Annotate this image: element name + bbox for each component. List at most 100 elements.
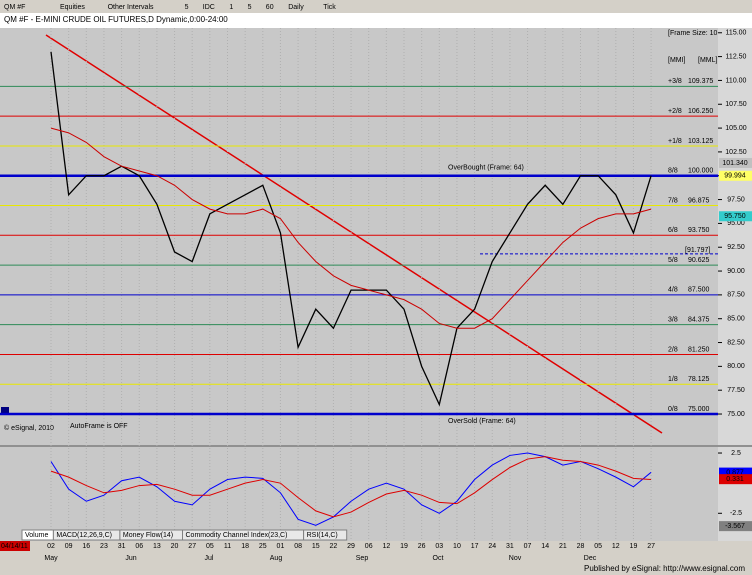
x-tick-label: 31 (118, 543, 126, 550)
date-axis (0, 541, 752, 563)
murrey-value: 96.875 (688, 197, 710, 204)
toolbar-button[interactable]: 60 (266, 4, 274, 11)
tab-label[interactable]: Commodity Channel Index(23,C) (186, 532, 288, 539)
y-tick-label: 112.50 (726, 53, 747, 60)
tab-label[interactable]: Money Flow(14) (123, 532, 173, 539)
murrey-value: 106.250 (688, 108, 713, 115)
indicator-tick-label: 2.5 (731, 450, 741, 457)
autoframe: AutoFrame is OFF (70, 423, 128, 430)
x-tick-label: 13 (153, 543, 161, 550)
murrey-level: 3/8 (668, 317, 678, 324)
frame-size: [Frame Size: 10 (668, 30, 718, 37)
month-label: Jul (205, 555, 214, 562)
marker-label: [91.797] (685, 247, 710, 254)
indicator-box-label: 0.331 (726, 476, 744, 483)
toolbar-button[interactable]: 5 (185, 4, 189, 11)
x-tick-label: 06 (135, 543, 143, 550)
month-label: Nov (509, 555, 522, 562)
tab-label[interactable]: Volume (25, 532, 48, 539)
x-tick-label: 20 (171, 543, 179, 550)
overbought: OverBought (Frame: 64) (448, 165, 524, 172)
x-tick-label: 19 (630, 543, 638, 550)
y-tick-label: 80.00 (727, 363, 745, 370)
y-tick-label: 95.00 (727, 220, 745, 227)
murrey-value: 75.000 (688, 406, 710, 413)
indicator-line (50, 456, 652, 518)
murrey-level: 2/8 (668, 346, 678, 353)
toolbar-symbol: QM #F (4, 4, 25, 11)
x-tick-label: 01 (277, 543, 285, 550)
month-label: Aug (270, 555, 283, 562)
x-tick-label: 15 (312, 543, 320, 550)
y-tick-label: 107.50 (725, 101, 747, 108)
murrey-level: 7/8 (668, 197, 678, 204)
toolbar-button[interactable]: Tick (323, 4, 336, 11)
moving-average (50, 127, 652, 329)
x-tick-label: 05 (206, 543, 214, 550)
x-tick-label: 14 (541, 543, 549, 550)
price-box-label: 99.994 (724, 173, 746, 180)
toolbar-button[interactable]: IDC (203, 4, 215, 11)
murrey-level: +1/8 (668, 138, 682, 145)
murrey-value: 84.375 (688, 317, 710, 324)
x-tick-label: 06 (365, 543, 373, 550)
mmi-label: [MMI] (668, 57, 686, 64)
x-tick-label: 07 (524, 543, 532, 550)
murrey-value: 81.250 (688, 346, 710, 353)
toolbar-button[interactable]: Equities (60, 4, 85, 11)
x-tick-label: 29 (347, 543, 355, 550)
mml-label: [MML] (698, 57, 718, 64)
x-tick-label: 28 (577, 543, 585, 550)
month-label: Jun (125, 555, 136, 562)
toolbar (0, 0, 752, 13)
y-tick-label: 82.50 (727, 339, 745, 346)
indicator-box-label: -3.567 (725, 523, 745, 530)
toolbar-button[interactable]: Other Intervals (108, 4, 154, 11)
x-tick-label: 03 (435, 543, 443, 550)
tab[interactable] (303, 529, 348, 541)
cursor-date-box (0, 541, 30, 551)
x-tick-label: 22 (330, 543, 338, 550)
y-tick-label: 75.00 (727, 411, 745, 418)
cursor-date: 04/14/11 (1, 543, 28, 550)
indicator-box-label: 0.877 (726, 469, 744, 476)
x-tick-label: 09 (65, 543, 73, 550)
toolbar-button[interactable]: Daily (288, 4, 304, 11)
x-tick-label: 21 (559, 543, 567, 550)
price-box (719, 157, 752, 168)
y-tick-label: 87.50 (727, 292, 745, 299)
murrey-value: 90.625 (688, 257, 710, 264)
tab-label[interactable]: MACD(12,26,9,C) (56, 532, 112, 539)
y-tick-label: 105.00 (725, 125, 747, 132)
y-tick-label: 85.00 (727, 316, 745, 323)
copyright: © eSignal, 2010 (4, 424, 54, 432)
y-tick-label: 102.50 (725, 149, 747, 156)
toolbar-button[interactable]: 1 (229, 4, 233, 11)
oversold: OverSold (Frame: 64) (448, 418, 516, 425)
tab-label[interactable]: RSI(14,C) (307, 532, 338, 539)
x-tick-label: 11 (224, 543, 231, 550)
murrey-level: 4/8 (668, 287, 678, 294)
murrey-level: 5/8 (668, 257, 678, 264)
y-tick-label: 115.00 (726, 30, 747, 37)
murrey-level: +3/8 (668, 78, 682, 85)
trend-line (45, 34, 663, 434)
price-box (719, 170, 752, 181)
price-box-label: 101.340 (722, 160, 747, 167)
x-tick-label: 27 (647, 543, 655, 550)
indicator-box (719, 474, 752, 485)
right-axis (718, 28, 752, 541)
y-tick-label: 90.00 (727, 268, 745, 275)
indicator-panel (0, 447, 718, 541)
x-tick-label: 17 (471, 543, 479, 550)
indicator-line (50, 452, 652, 526)
murrey-value: 100.000 (688, 168, 713, 175)
y-tick-label: 77.50 (727, 387, 745, 394)
x-tick-label: 25 (259, 543, 267, 550)
toolbar-button[interactable]: 5 (248, 4, 252, 11)
murrey-value: 93.750 (688, 227, 710, 234)
indicator-box (719, 521, 752, 532)
murrey-value: 109.375 (688, 78, 713, 85)
x-tick-label: 23 (100, 543, 108, 550)
